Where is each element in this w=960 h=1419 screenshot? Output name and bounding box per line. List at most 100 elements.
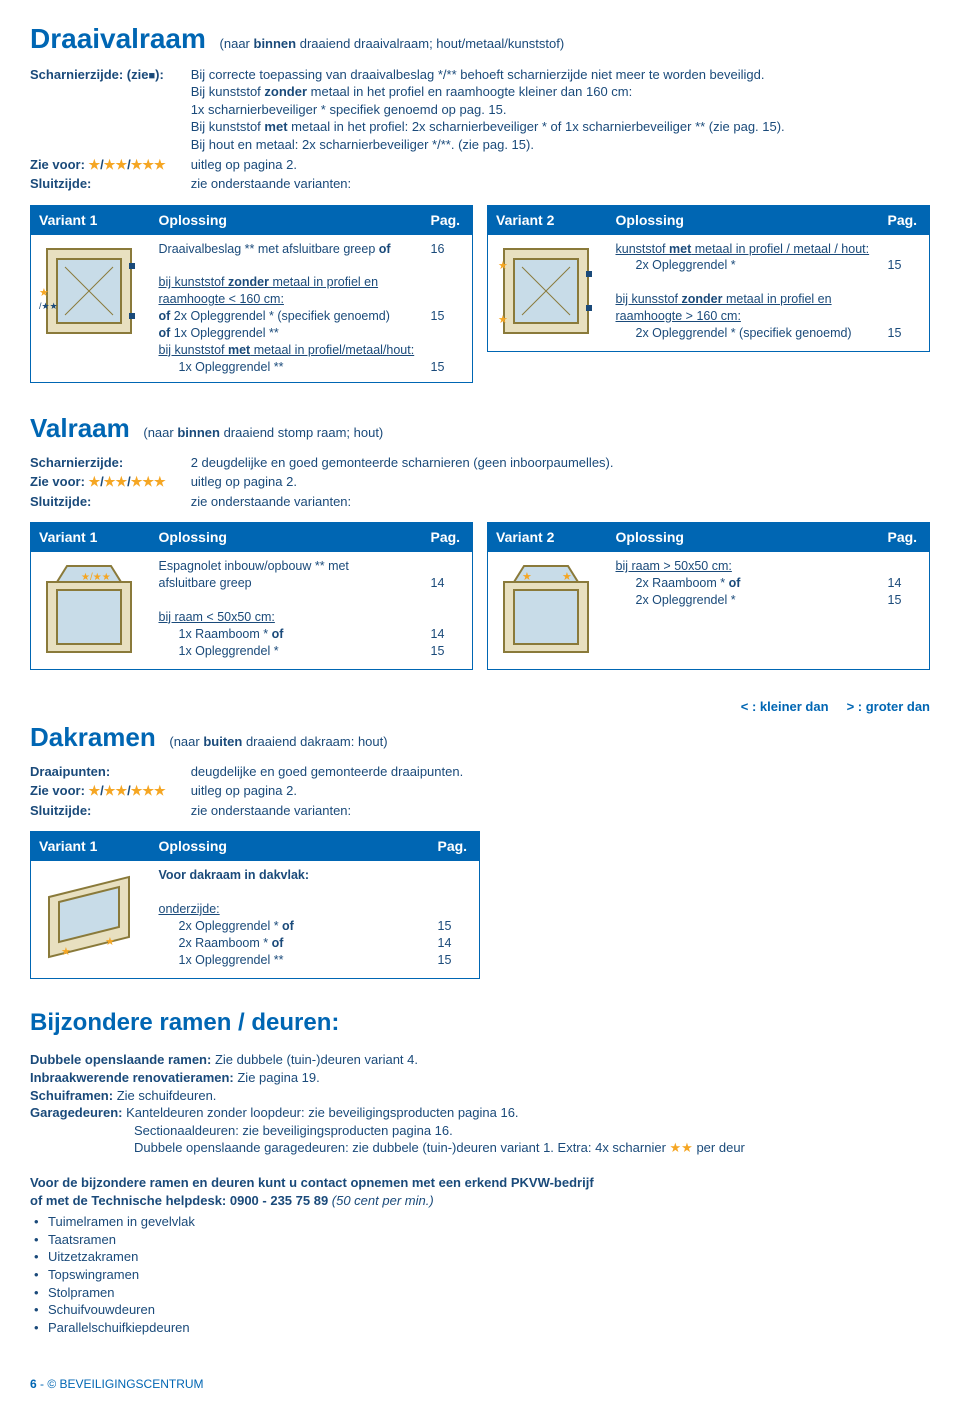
section-title: Valraam xyxy=(30,411,130,446)
line: Inbraakwerende renovatieramen: Zie pagin… xyxy=(30,1069,930,1087)
value-zievoor: uitleg op pagina 2. xyxy=(191,473,614,493)
window-diagram-icon: ★ ★ xyxy=(496,558,596,658)
section-title: Dakramen xyxy=(30,720,156,755)
svg-text:★: ★ xyxy=(562,571,572,583)
oplossing-cell: Espagnolet inbouw/opbouw ** met afsluitb… xyxy=(151,552,423,669)
svg-text:★: ★ xyxy=(105,936,115,948)
definition-list: Draaipunten: deugdelijke en goed gemonte… xyxy=(30,763,463,822)
variant1-table: Variant 1 Oplossing Pag. ★/★★ Es xyxy=(30,522,473,670)
diagram-cell: ★ ★ xyxy=(488,552,608,669)
contact-line: of met de Technische helpdesk: 0900 - 23… xyxy=(30,1192,930,1210)
oplossing-cell: Draaivalbeslag ** met afsluitbare greep … xyxy=(151,235,423,383)
oplossing-header: Oplossing xyxy=(151,832,430,861)
window-diagram-icon: ★ /★★ xyxy=(39,241,139,341)
definition-list: Scharnierzijde: 2 deugdelijke en goed ge… xyxy=(30,454,614,513)
section-valraam: Valraam (naar binnen draaiend stomp raam… xyxy=(30,411,930,671)
skylight-diagram-icon: ★ ★ xyxy=(39,867,139,967)
variant2-table: Variant 2 Oplossing Pag. ★ xyxy=(487,205,930,353)
value-zievoor: uitleg op pagina 2. xyxy=(191,156,785,176)
diagram-cell: ★/★★ xyxy=(31,552,151,669)
oplossing-header: Oplossing xyxy=(151,205,423,234)
contact-line: Voor de bijzondere ramen en deuren kunt … xyxy=(30,1174,930,1192)
section-subtitle: (naar binnen draaiend draaivalraam; hout… xyxy=(220,36,565,51)
star-icon: ★★ xyxy=(104,474,127,489)
variant2-box: Variant 2 Oplossing Pag. ★ ★ xyxy=(487,522,930,670)
line: Sectionaaldeuren: zie beveiligingsproduc… xyxy=(30,1122,930,1140)
star-icon: ★ xyxy=(89,783,101,798)
star-icon: ★★ xyxy=(104,783,127,798)
section-draaivalraam: Draaivalraam (naar binnen draaiend draai… xyxy=(30,20,930,383)
list-item: Taatsramen xyxy=(34,1231,930,1249)
star-icon: ★ xyxy=(89,157,101,172)
window-diagram-icon: ★ ★ xyxy=(496,241,596,341)
line: Dubbele openslaande ramen: Zie dubbele (… xyxy=(30,1051,930,1069)
label-scharnierzijde: Scharnierzijde: xyxy=(30,454,191,474)
section-dakramen: Dakramen (naar buiten draaiend dakraam: … xyxy=(30,720,930,980)
page-footer: 6 - © BEVEILIGINGSCENTRUM xyxy=(30,1376,930,1392)
pag-cell: 15 14 15 xyxy=(430,861,480,978)
variant-header: Variant 1 xyxy=(31,832,151,861)
variant-header: Variant 1 xyxy=(31,523,151,552)
section-subtitle: (naar buiten draaiend dakraam: hout) xyxy=(169,734,387,749)
svg-text:★: ★ xyxy=(522,571,532,583)
value-zievoor: uitleg op pagina 2. xyxy=(191,782,464,802)
variant2-table: Variant 2 Oplossing Pag. ★ ★ xyxy=(487,522,930,670)
section-title: Draaivalraam xyxy=(30,20,206,58)
label-scharnierzijde: Scharnierzijde: (zie■): xyxy=(30,66,191,156)
pag-cell: 14 14 15 xyxy=(423,552,473,669)
oplossing-header: Oplossing xyxy=(608,205,880,234)
variants-row: Variant 1 Oplossing Pag. ★ ★ Voor xyxy=(30,831,930,979)
star-icon: ★ xyxy=(89,474,101,489)
variants-row: Variant 1 Oplossing Pag. ★ xyxy=(30,205,930,383)
label-sluitzijde: Sluitzijde: xyxy=(30,493,191,513)
variant1-box: Variant 1 Oplossing Pag. ★/★★ Es xyxy=(30,522,473,670)
svg-text:★: ★ xyxy=(39,287,49,299)
label-sluitzijde: Sluitzijde: xyxy=(30,802,191,822)
svg-text:/★★: /★★ xyxy=(39,301,58,311)
variant-header: Variant 2 xyxy=(488,205,608,234)
list-item: Topswingramen xyxy=(34,1266,930,1284)
value-scharnierzijde: 2 deugdelijke en goed gemonteerde scharn… xyxy=(191,454,614,474)
legend: < : kleiner dan> : groter dan xyxy=(30,698,930,716)
pag-header: Pag. xyxy=(880,523,930,552)
oplossing-cell: kunststof met metaal in profiel / metaal… xyxy=(608,235,880,352)
svg-text:★: ★ xyxy=(498,314,508,326)
list-item: Schuifvouwdeuren xyxy=(34,1301,930,1319)
pag-cell: 15 15 xyxy=(880,235,930,352)
pag-header: Pag. xyxy=(430,832,480,861)
pag-header: Pag. xyxy=(880,205,930,234)
diagram-cell: ★ ★ xyxy=(31,861,151,978)
oplossing-cell: Voor dakraam in dakvlak: onderzijde: 2x … xyxy=(151,861,430,978)
diagram-cell: ★ ★ xyxy=(488,235,608,352)
label-zievoor: Zie voor: ★/★★/★★★ xyxy=(30,473,191,493)
star-icon: ★★★ xyxy=(131,474,166,489)
label-zievoor: Zie voor: ★/★★/★★★ xyxy=(30,782,191,802)
list-item: Tuimelramen in gevelvlak xyxy=(34,1213,930,1231)
variant1-table: Variant 1 Oplossing Pag. ★ ★ Voor xyxy=(30,831,480,979)
list-item: Uitzetzakramen xyxy=(34,1248,930,1266)
list-item: Stolpramen xyxy=(34,1284,930,1302)
line: Dubbele openslaande garagedeuren: zie du… xyxy=(30,1139,930,1157)
value-sluitzijde: zie onderstaande varianten: xyxy=(191,175,785,195)
variant2-box: Variant 2 Oplossing Pag. ★ xyxy=(487,205,930,383)
oplossing-header: Oplossing xyxy=(151,523,423,552)
svg-text:★: ★ xyxy=(498,260,508,272)
svg-text:★/★★: ★/★★ xyxy=(81,572,111,583)
section-bijzondere: Bijzondere ramen / deuren: Dubbele opens… xyxy=(30,1007,930,1336)
pag-cell: 16 15 15 xyxy=(423,235,473,383)
line: Schuiframen: Zie schuifdeuren. xyxy=(30,1087,930,1105)
pag-header: Pag. xyxy=(423,523,473,552)
oplossing-header: Oplossing xyxy=(608,523,880,552)
variant-header: Variant 1 xyxy=(31,205,151,234)
value-sluitzijde: zie onderstaande varianten: xyxy=(191,802,464,822)
definition-list: Scharnierzijde: (zie■): Bij correcte toe… xyxy=(30,66,785,195)
variant1-box: Variant 1 Oplossing Pag. ★ xyxy=(30,205,473,383)
star-icon: ★★ xyxy=(670,1140,693,1155)
line: Garagedeuren: Kanteldeuren zonder loopde… xyxy=(30,1104,930,1122)
bullet-list: Tuimelramen in gevelvlak Taatsramen Uitz… xyxy=(30,1213,930,1336)
oplossing-cell: bij raam > 50x50 cm: 2x Raamboom * of 2x… xyxy=(608,552,880,669)
value-sluitzijde: zie onderstaande varianten: xyxy=(191,493,614,513)
value-draaipunten: deugdelijke en goed gemonteerde draaipun… xyxy=(191,763,464,783)
variant-header: Variant 2 xyxy=(488,523,608,552)
pag-header: Pag. xyxy=(423,205,473,234)
